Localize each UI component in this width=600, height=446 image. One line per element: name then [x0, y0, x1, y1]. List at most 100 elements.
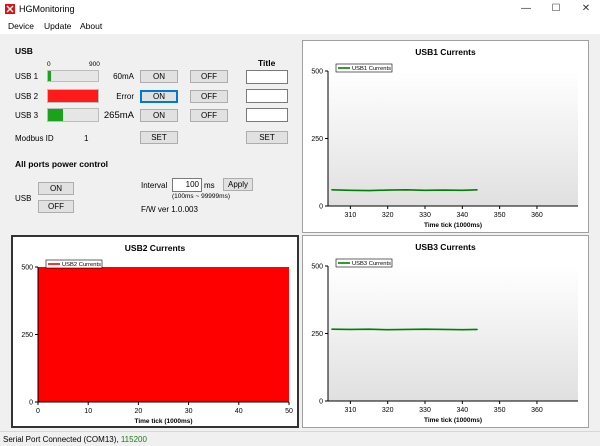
- title-bar: HGMonitoring — ☐ ✕: [0, 0, 600, 18]
- title-column-header: Title: [258, 58, 276, 68]
- usb2-level-fill: [48, 90, 98, 102]
- all-ports-off-button[interactable]: OFF: [38, 200, 74, 213]
- x-axis-label: Time tick (1000ms): [134, 418, 192, 425]
- status-connection: Serial Port Connected (COM13),: [3, 435, 121, 444]
- interval-apply-button[interactable]: Apply: [223, 178, 253, 191]
- chart-title: USB3 Currents: [415, 242, 476, 252]
- data-point: [349, 189, 351, 191]
- data-point: [368, 328, 370, 330]
- x-tick-label: 10: [84, 408, 92, 415]
- series-area: [38, 267, 289, 402]
- power-usb-label: USB: [15, 194, 32, 203]
- data-point: [476, 189, 478, 191]
- legend-label: USB1 Currents: [352, 66, 391, 72]
- data-point: [331, 189, 333, 191]
- usb3-title-input[interactable]: [246, 108, 288, 122]
- legend-label: USB3 Currents: [352, 261, 391, 267]
- data-point: [461, 329, 463, 331]
- close-icon[interactable]: ✕: [581, 3, 591, 14]
- usb3-level-fill: [48, 109, 63, 121]
- data-point: [424, 189, 426, 191]
- x-tick-label: 360: [531, 407, 543, 414]
- title-set-button[interactable]: SET: [246, 131, 288, 144]
- x-tick-label: 330: [419, 407, 431, 414]
- usb2-current-value: Error: [116, 92, 134, 101]
- power-control-title: All ports power control: [15, 159, 109, 169]
- data-point: [476, 328, 478, 331]
- legend-box: [335, 258, 393, 268]
- menu-device[interactable]: Device: [8, 21, 34, 31]
- x-tick-label: 340: [456, 212, 468, 219]
- data-point: [349, 328, 351, 331]
- usb2-on-button[interactable]: ON: [140, 90, 178, 103]
- modbus-id-label: Modbus ID: [15, 134, 54, 143]
- window-title: HGMonitoring: [19, 4, 75, 14]
- data-point: [461, 189, 463, 191]
- usb3-currents-chart: USB3 Currents 0 250 500 310 320 330 340 350 360 T…: [302, 235, 589, 428]
- usb2-off-button[interactable]: OFF: [190, 90, 228, 103]
- x-tick-label: 310: [345, 212, 357, 219]
- usb1-off-button[interactable]: OFF: [190, 70, 228, 83]
- scale-min-label: 0: [47, 61, 51, 68]
- x-tick-label: 40: [235, 408, 243, 415]
- data-point: [387, 189, 389, 191]
- usb2-currents-chart: USB2 Currents 0 250 500 0 10 20 30 40 50 Time tic…: [11, 235, 299, 428]
- chart-title: USB1 Currents: [415, 47, 476, 57]
- maximize-icon[interactable]: ☐: [551, 3, 561, 14]
- data-point: [331, 328, 333, 330]
- x-tick-label: 0: [36, 408, 40, 415]
- usb3-level-bar: [47, 108, 99, 122]
- usb2-title-input[interactable]: [246, 89, 288, 103]
- usb1-level-fill: [48, 71, 52, 81]
- usb1-on-button[interactable]: ON: [140, 70, 178, 83]
- x-axis-label: Time tick (1000ms): [424, 222, 482, 229]
- usb1-level-bar: [47, 70, 99, 82]
- usb2-level-bar: [47, 89, 99, 103]
- chart-title: USB2 Currents: [124, 243, 186, 253]
- x-axis-label: Time tick (1000ms): [424, 417, 482, 424]
- x-tick-label: 360: [531, 212, 543, 219]
- usb3-off-button[interactable]: OFF: [190, 109, 228, 122]
- x-tick-label: 330: [419, 212, 431, 219]
- usb2-chart-plot: 0 250 500 0 10 20 30 40 50 Time tick (1000ms) USB2…: [21, 259, 293, 425]
- usb1-title-input[interactable]: [246, 70, 288, 84]
- series-line: [331, 328, 478, 331]
- x-tick-label: 320: [382, 407, 394, 414]
- modbus-set-button[interactable]: SET: [140, 131, 178, 144]
- usb3-label: USB 3: [15, 111, 39, 120]
- menu-about[interactable]: About: [80, 21, 103, 31]
- usb2-label: USB 2: [15, 92, 39, 101]
- status-text: Serial Port Connected (COM13), 115200: [3, 435, 147, 444]
- data-point: [368, 190, 370, 192]
- usb1-currents-chart: USB1 Currents 0 250 500 310 320 330 340 350 360 T…: [302, 40, 589, 233]
- y-tick-label: 0: [319, 399, 323, 406]
- menu-update[interactable]: Update: [44, 21, 72, 31]
- x-tick-label: 310: [345, 407, 357, 414]
- firmware-version: F/W ver 1.0.003: [141, 205, 198, 214]
- usb3-chart-plot: 0 250 500 310 320 330 340 350 360 Time tick (1000…: [311, 258, 578, 424]
- x-tick-label: 50: [285, 408, 293, 415]
- x-tick-label: 20: [135, 408, 143, 415]
- all-ports-on-button[interactable]: ON: [38, 182, 74, 195]
- x-tick-label: 30: [185, 408, 193, 415]
- y-tick-label: 250: [311, 136, 323, 143]
- data-point: [405, 189, 407, 191]
- y-tick-label: 250: [311, 331, 323, 338]
- usb3-on-button[interactable]: ON: [140, 109, 178, 122]
- data-point: [387, 329, 389, 331]
- x-tick-label: 350: [494, 407, 506, 414]
- x-tick-label: 350: [494, 212, 506, 219]
- interval-input[interactable]: 100: [172, 178, 202, 192]
- scale-max-label: 900: [89, 61, 100, 68]
- usb-section-title: USB: [15, 46, 33, 56]
- status-baud-rate: 115200: [120, 435, 147, 444]
- usb1-chart-plot: 0 250 500 310 320 330 340 350 360 Time tick (1000…: [311, 63, 578, 229]
- y-tick-label: 500: [311, 264, 323, 271]
- y-tick-label: 500: [21, 265, 33, 272]
- app-logo-icon: [5, 4, 15, 14]
- plot-area: [328, 266, 578, 401]
- status-bar: Serial Port Connected (COM13), 115200: [0, 431, 600, 446]
- menu-bar: Device Update About: [0, 18, 600, 34]
- y-tick-label: 0: [29, 400, 33, 407]
- minimize-icon[interactable]: —: [521, 3, 531, 14]
